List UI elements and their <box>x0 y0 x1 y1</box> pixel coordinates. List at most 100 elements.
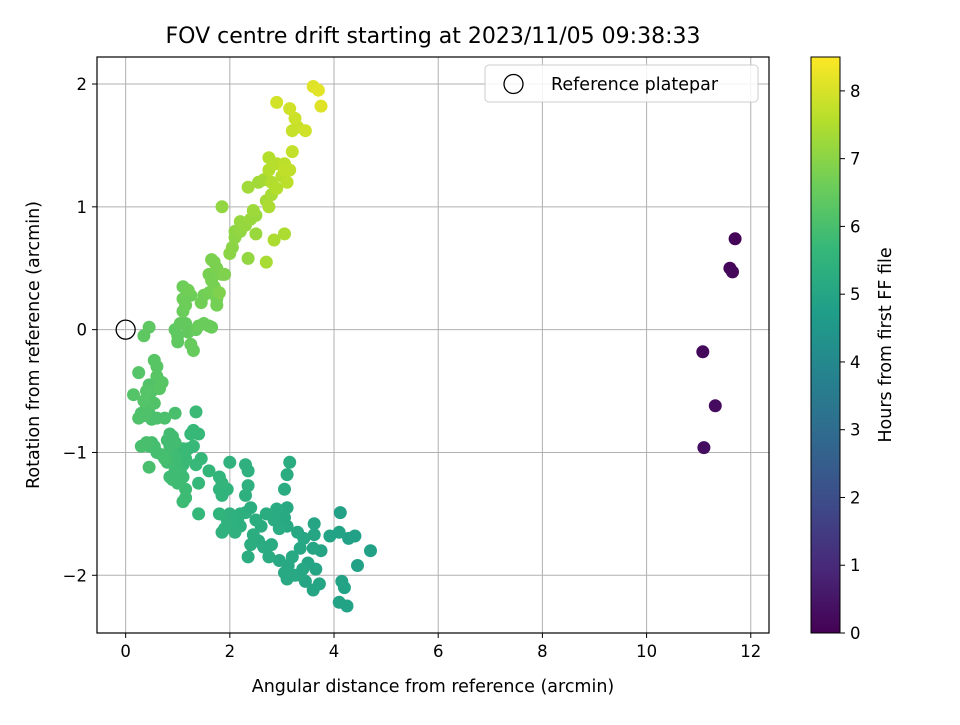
data-point <box>364 544 377 558</box>
data-point <box>192 476 206 490</box>
data-point <box>140 384 153 398</box>
data-point <box>225 240 239 254</box>
data-point <box>189 458 203 472</box>
data-point <box>298 124 312 138</box>
data-point <box>278 482 291 496</box>
colorbar-tick-label: 3 <box>850 421 861 440</box>
data-point <box>311 83 325 97</box>
data-point <box>249 513 263 527</box>
data-point <box>246 204 260 217</box>
data-point <box>212 286 226 300</box>
legend-label: Reference platepar <box>551 75 719 95</box>
data-point <box>342 531 356 545</box>
data-point <box>218 522 232 536</box>
data-point <box>241 251 255 265</box>
data-point <box>127 388 140 402</box>
data-point <box>241 550 255 564</box>
data-point <box>270 181 284 195</box>
data-point <box>205 320 219 334</box>
data-point <box>272 554 286 567</box>
data-point <box>696 345 710 359</box>
data-point <box>132 411 146 425</box>
data-point <box>307 517 321 531</box>
x-axis-ticks: 0 2 4 6 8 10 12 <box>120 633 761 661</box>
y-tick-label: −2 <box>63 566 87 585</box>
legend-box <box>484 64 759 103</box>
data-point <box>241 479 255 493</box>
data-point <box>293 541 307 555</box>
data-point <box>291 525 305 539</box>
legend-reference-marker <box>503 73 524 95</box>
data-point <box>307 528 321 542</box>
data-point <box>153 382 166 396</box>
data-point <box>708 399 722 413</box>
y-tick-label: 0 <box>77 321 88 340</box>
x-tick-label: 0 <box>120 642 131 661</box>
data-point <box>134 439 148 453</box>
y-tick-label: 2 <box>77 75 88 94</box>
data-point <box>259 507 273 521</box>
y-axis-label: Rotation from reference (arcmin) <box>24 201 44 489</box>
data-point <box>244 501 258 515</box>
data-points <box>127 80 742 613</box>
data-point <box>280 175 294 189</box>
data-point <box>351 559 364 572</box>
data-point <box>726 265 739 279</box>
data-point <box>270 502 284 516</box>
colorbar-tick-label: 7 <box>850 150 861 169</box>
data-point <box>285 145 299 159</box>
data-point <box>262 200 276 214</box>
data-point <box>137 394 151 408</box>
data-point <box>309 562 323 576</box>
colorbar-tick-label: 4 <box>850 353 861 372</box>
data-point <box>288 111 302 125</box>
x-tick-label: 6 <box>433 642 444 661</box>
x-tick-label: 4 <box>329 642 340 661</box>
colorbar-tick-label: 8 <box>850 82 861 101</box>
x-axis-label: Angular distance from reference (arcmin) <box>252 677 615 697</box>
data-point <box>244 538 258 552</box>
colorbar: 0 1 2 3 4 5 6 7 8 Hours from first FF file <box>810 56 896 643</box>
colorbar-tick-label: 1 <box>850 556 861 575</box>
x-tick-label: 12 <box>740 642 761 661</box>
data-point <box>239 488 252 502</box>
data-point <box>186 344 200 357</box>
grid <box>97 57 769 633</box>
y-tick-label: 1 <box>77 198 88 217</box>
x-tick-label: 2 <box>225 642 236 661</box>
y-axis-ticks: −2 −1 0 1 2 <box>63 75 97 585</box>
colorbar-label: Hours from first FF file <box>876 247 896 442</box>
data-point <box>132 366 146 380</box>
data-point <box>267 233 281 247</box>
data-point <box>283 455 297 469</box>
data-point <box>223 455 237 469</box>
data-point <box>189 405 203 419</box>
y-tick-label: −1 <box>63 443 87 462</box>
data-point <box>296 562 310 576</box>
data-point <box>697 441 711 455</box>
data-point <box>323 529 337 543</box>
data-point <box>278 227 291 241</box>
data-point <box>280 468 294 482</box>
colorbar-tick-label: 6 <box>850 217 861 236</box>
data-point <box>215 476 229 490</box>
colorbar-ticks: 0 1 2 3 4 5 6 7 8 <box>840 82 861 643</box>
data-point <box>176 495 190 509</box>
data-point <box>192 507 206 521</box>
data-point <box>306 583 320 597</box>
data-point <box>142 460 156 474</box>
colorbar-tick-label: 0 <box>850 624 861 643</box>
data-point <box>192 319 206 333</box>
data-point <box>249 227 263 241</box>
data-point <box>215 200 229 214</box>
data-point <box>147 396 161 410</box>
data-point <box>272 522 286 536</box>
colorbar-tick-label: 2 <box>850 488 861 507</box>
data-point <box>192 427 206 441</box>
data-point <box>142 320 156 334</box>
data-point <box>246 528 260 542</box>
colorbar-tick-label: 5 <box>850 285 861 304</box>
data-point <box>333 506 347 520</box>
reference-marker <box>115 319 136 340</box>
